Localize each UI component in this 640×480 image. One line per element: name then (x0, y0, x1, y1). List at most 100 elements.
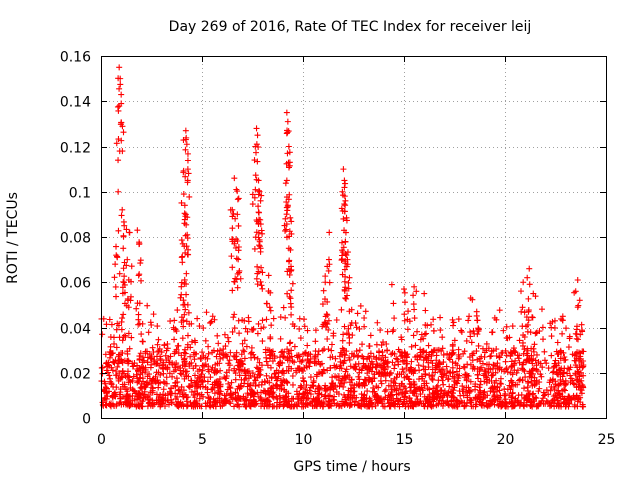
roti-point (121, 281, 128, 288)
roti-point (263, 372, 270, 379)
roti-point (497, 398, 504, 405)
roti-point (482, 373, 489, 380)
roti-point (173, 375, 180, 382)
roti-point (255, 203, 262, 210)
roti-point (174, 363, 181, 370)
roti-point (276, 362, 283, 369)
roti-point (216, 360, 223, 367)
roti-point (525, 387, 532, 394)
roti-point (281, 401, 288, 408)
roti-point (235, 195, 242, 202)
roti-point (136, 300, 143, 307)
roti-point (153, 369, 160, 376)
roti-point (177, 370, 184, 377)
roti-point (273, 403, 280, 410)
roti-point (502, 347, 509, 354)
roti-point (159, 397, 166, 404)
roti-point (121, 289, 128, 296)
roti-point (434, 382, 441, 389)
roti-point (279, 353, 286, 360)
roti-point (361, 382, 368, 389)
roti-point (159, 362, 166, 369)
roti-point (168, 385, 175, 392)
roti-point (283, 393, 290, 400)
roti-point (506, 382, 513, 389)
roti-point (443, 391, 450, 398)
roti-point (502, 358, 509, 365)
roti-point (247, 403, 254, 410)
roti-point (351, 363, 358, 370)
roti-point (345, 391, 352, 398)
y-tick-label: 0.14 (60, 95, 91, 111)
roti-point (188, 377, 195, 384)
roti-point (538, 373, 545, 380)
roti-point (136, 375, 143, 382)
roti-point (437, 327, 444, 334)
roti-point (181, 202, 188, 209)
roti-point (405, 308, 412, 315)
roti-point (310, 377, 317, 384)
roti-point (566, 333, 573, 340)
roti-point (282, 180, 289, 187)
roti-point (172, 366, 179, 373)
roti-point (443, 372, 450, 379)
roti-point (283, 226, 290, 233)
roti-point (460, 363, 467, 370)
roti-point (259, 317, 266, 324)
roti-point (299, 391, 306, 398)
roti-point (155, 347, 162, 354)
roti-point (122, 333, 129, 340)
roti-point (379, 400, 386, 407)
roti-point (518, 308, 525, 315)
roti-point (304, 395, 311, 402)
roti-point (259, 285, 266, 292)
roti-point (184, 157, 191, 164)
roti-point (241, 366, 248, 373)
roti-point (571, 403, 578, 410)
roti-point (386, 399, 393, 406)
roti-point (165, 355, 172, 362)
roti-point (287, 295, 294, 302)
roti-point (298, 384, 305, 391)
roti-point (181, 280, 188, 287)
roti-point (483, 402, 490, 409)
roti-point (259, 269, 266, 276)
roti-point (220, 346, 227, 353)
roti-point (235, 222, 242, 229)
roti-point (234, 284, 241, 291)
roti-point (341, 323, 348, 330)
roti-point (322, 273, 329, 280)
roti-point (574, 276, 581, 283)
roti-point (456, 353, 463, 360)
roti-point (208, 318, 215, 325)
roti-point (254, 330, 261, 337)
roti-point (103, 321, 110, 328)
roti-point (366, 343, 373, 350)
roti-point (419, 387, 426, 394)
roti-point (498, 380, 505, 387)
roti-point (126, 345, 133, 352)
roti-point (117, 395, 124, 402)
roti-point (508, 363, 515, 370)
roti-point (433, 384, 440, 391)
roti-point (519, 377, 526, 384)
roti-point (280, 304, 287, 311)
roti-point (238, 376, 245, 383)
roti-point (238, 358, 245, 365)
roti-point (332, 355, 339, 362)
roti-point (172, 380, 179, 387)
roti-point (113, 344, 120, 351)
roti-point (268, 375, 275, 382)
roti-point (549, 376, 556, 383)
roti-point (580, 403, 587, 410)
roti-point (343, 252, 350, 259)
roti-point (419, 375, 426, 382)
roti-point (280, 377, 287, 384)
roti-point (315, 385, 322, 392)
roti-point (417, 391, 424, 398)
roti-point (183, 270, 190, 277)
roti-point (420, 366, 427, 373)
roti-point (264, 377, 271, 384)
roti-point (237, 395, 244, 402)
y-tick-label: 0.16 (60, 50, 91, 66)
